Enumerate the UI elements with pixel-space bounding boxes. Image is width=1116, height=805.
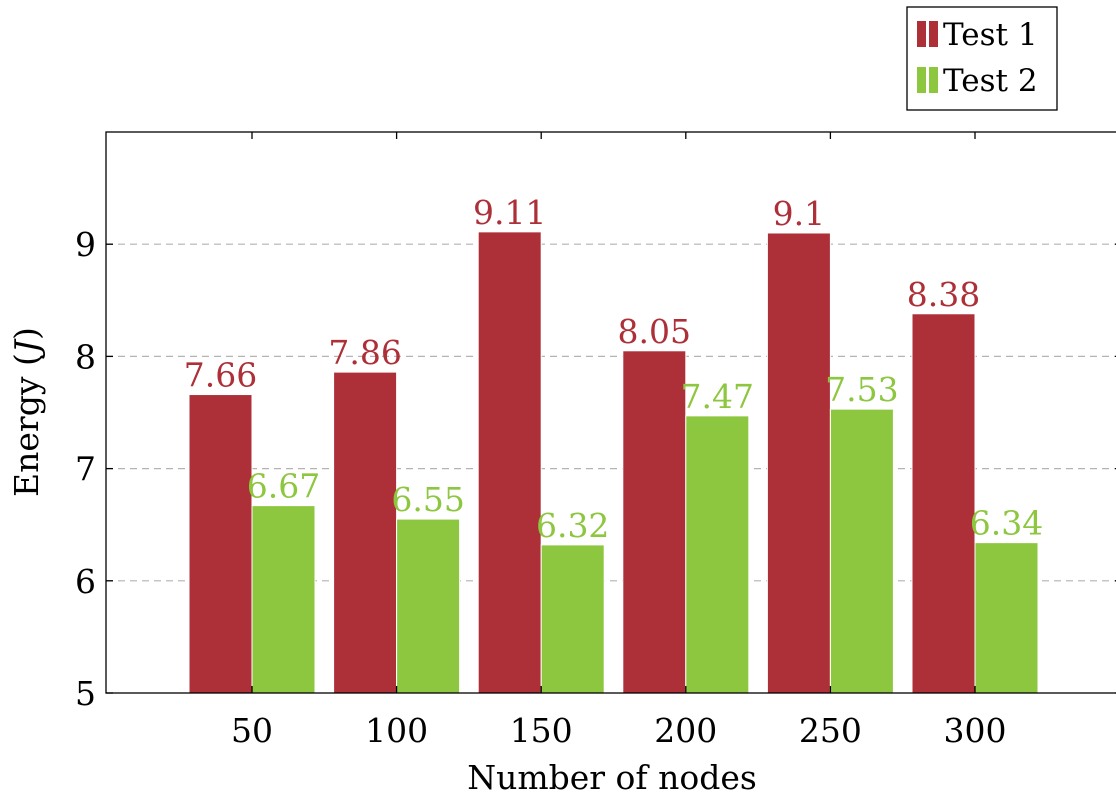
x-tick-label: 150 [510,711,573,750]
data-label: 9.11 [473,193,546,232]
bar-1-150 [477,231,542,694]
y-tick-label: 7 [75,450,96,489]
bar-1-250 [766,232,831,694]
data-label: 6.67 [247,467,320,506]
bar-2-100 [396,518,461,694]
bar-2-250 [829,408,894,694]
x-tick-label: 50 [231,711,273,750]
data-label: 8.38 [907,275,980,314]
bar-2-300 [974,542,1039,694]
y-tick-label: 6 [75,562,96,601]
x-tick-label: 200 [654,711,717,750]
legend-swatch-1-b [929,21,938,47]
x-axis-ticks: 50 100 150 200 250 300 [231,132,1007,750]
y-tick-label: 5 [75,674,96,713]
plot-area [105,131,1116,694]
x-tick-label: 100 [365,711,428,750]
data-label: 7.86 [328,333,401,372]
data-label: 6.34 [970,504,1043,543]
data-label: 9.1 [773,194,825,233]
bars [188,231,1039,694]
bar-2-150 [540,544,605,694]
data-label: 7.47 [681,377,754,416]
legend-label-2: Test 2 [943,63,1038,99]
data-label: 8.05 [618,312,691,351]
data-label: 6.55 [391,480,464,519]
y-axis-ticks: 5 6 7 8 9 [75,225,1116,713]
x-tick-label: 250 [799,711,862,750]
x-tick-label: 300 [944,711,1007,750]
legend-label-1: Test 1 [943,17,1038,53]
y-tick-label: 8 [75,337,96,376]
legend-swatch-2-b [929,67,938,93]
bar-2-50 [251,505,316,694]
data-labels: 7.66 6.67 7.86 6.55 9.11 6.32 8.05 7.47 9.1 7.53 8… [184,193,1043,545]
legend: Test 1 Test 2 [906,6,1058,111]
y-tick-label: 9 [75,225,96,264]
y-axis-label: Energy (J) [7,327,46,497]
bar-2-200 [685,415,750,694]
data-label: 6.32 [536,506,609,545]
bar-1-200 [622,350,687,694]
x-axis-label: Number of nodes [467,758,757,797]
data-label: 7.53 [825,370,898,409]
bar-1-300 [911,313,976,694]
data-label: 7.66 [184,356,257,395]
bar-1-100 [333,371,398,694]
legend-swatch-2 [917,67,926,93]
bar-1-50 [188,394,253,694]
legend-swatch-1 [917,21,926,47]
